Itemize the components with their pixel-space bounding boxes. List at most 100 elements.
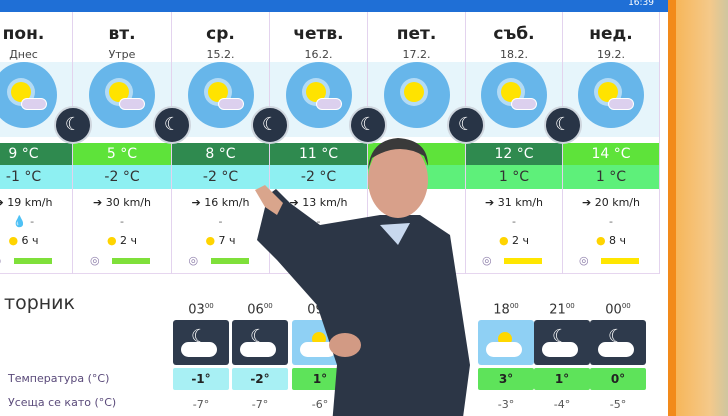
studio-background [668,0,728,416]
day-date: 18.2. [500,48,528,61]
wind-speed: ➔ 19 km/h [0,196,53,209]
high-temp: 11 °C [270,143,367,165]
day-date: 16.2. [304,48,333,61]
partly-sunny-icon [481,62,547,128]
uv-bar [601,258,639,264]
hour-column: 0000 ☾ 0° -5° [590,302,646,411]
uv-icon: ◎ [90,254,100,267]
sun-icon: ● [106,234,117,247]
night-cloud-icon: ☾ [173,320,229,365]
partly-sunny-icon [578,62,644,128]
low-temp: -2 °C [270,165,367,189]
day-name: ср. [206,24,235,44]
precipitation: - [512,215,516,228]
precipitation: 💧 - [12,215,35,228]
sunshine-hours: ● 6 ч [8,234,39,247]
wind-speed: ➔ 16 km/h [191,196,250,209]
uv-bar [504,258,542,264]
day-date: 19.2. [597,48,625,61]
low-temp: -2 °C [73,165,171,189]
uv-icon: ◎ [188,254,199,267]
hour-column: 1800 3° -3° [478,302,534,411]
hour-label: 0300 [188,302,214,318]
uv-bar [210,258,249,264]
wind-speed: ➔ 30 km/h [93,196,151,209]
day-date: 15.2. [206,48,235,61]
hour-label: 2100 [549,302,575,318]
wind-speed: ➔ 31 km/h [485,196,543,209]
precipitation: - [316,215,321,228]
night-moon-icon: ☾ [349,106,387,144]
sun-icon: ● [595,234,606,247]
sun-icon: ● [8,234,19,247]
high-temp: 5 °C [73,143,171,165]
night-moon-icon: ☾ [251,106,289,144]
uv-bar [13,258,52,264]
partly-sunny-icon [285,62,352,128]
low-temp: -2 °C [172,165,269,189]
uv-icon: ◎ [482,254,492,267]
weekly-forecast: пон. Днес 9 °C - 1 °C ➔ 19 km/h 💧 - ● 6 ч… [0,12,660,274]
clock: 16:39 [628,0,654,8]
sun-icon: ● [205,234,216,247]
partly-sunny-icon [383,62,450,128]
day-name: вт. [108,24,136,44]
day-date: 17.2. [402,48,431,61]
hour-feels-like: -7° [251,398,269,411]
hour-feels-like: -4° [553,398,571,411]
sunshine-hours: ● 7 ч [205,234,236,247]
night-moon-icon: ☾ [447,106,485,144]
uv-bar [112,258,150,264]
night-cloud-icon: ☾ [232,320,288,365]
day-date: Утре [108,48,136,61]
night-moon-icon: ☾ [153,106,191,144]
night-cloud-icon: ☾ [590,320,646,365]
sunshine-hours: ● 2 ч [106,234,138,247]
high-temp: 8 °C [172,143,269,165]
hour-temp: 1° [292,368,348,390]
temperature-row-label: Температура (°C) [8,372,110,385]
high-temp: 14 °C [563,143,659,165]
day-name: пет. [396,24,437,44]
hour-label: 0600 [247,302,273,318]
high-temp: 12 °C [466,143,562,165]
hour-temp: 0° [590,368,646,390]
partly-sunny-icon [187,62,254,128]
sunshine-hours: ● 2 ч [498,234,530,247]
precipitation: - [609,215,613,228]
hour-feels-like: -7° [192,398,210,411]
precipitation: - [218,215,223,228]
day-column[interactable]: четв. 16.2. 11 °C -2 °C ➔ 13 km/h - ● ◎ [270,12,368,274]
hour-feels-like: -3° [497,398,515,411]
day-date: Днес [9,48,38,61]
high-temp: 9 °C [0,143,72,165]
hour-label: 0000 [605,302,631,318]
sun-cloud-icon [478,320,534,365]
hour-temp: -2° [232,368,288,390]
day-column[interactable]: нед. 19.2. 14 °C 1 °C ➔ 20 km/h - ● 8 ч … [563,12,660,274]
wind-speed: ➔ 20 km/h [582,196,640,209]
hourly-day-title: торник [4,292,75,314]
uv-icon: ◎ [0,254,1,267]
feels-like-row-label: Усеща се като (°C) [8,396,117,409]
hour-temp: 1° [534,368,590,390]
partly-sunny-icon [0,62,57,128]
top-bar: 16:39 [0,0,668,12]
night-cloud-icon: ☾ [534,320,590,365]
hour-column: 2100 ☾ 1° -4° [534,302,590,411]
day-name: нед. [589,24,633,44]
hour-feels-like: -5° [609,398,627,411]
low-temp: 1 °C [563,165,659,189]
night-moon-icon: ☾ [54,106,92,144]
hour-column: 0600 ☾ -2° -7° [232,302,288,411]
uv-icon: ◎ [579,254,589,267]
day-name: четв. [293,24,344,44]
low-temp: 1 °C [466,165,562,189]
partly-sunny-icon [89,62,155,128]
day-column[interactable]: пон. Днес 9 °C -1 °C ➔ 19 km/h 💧 - ● 6 ч… [0,12,73,274]
hour-temp: -1° [173,368,229,390]
hour-column: 0300 ☾ -1° -7° [173,302,229,411]
precipitation: - [120,215,124,228]
day-name: пон. [2,24,45,44]
